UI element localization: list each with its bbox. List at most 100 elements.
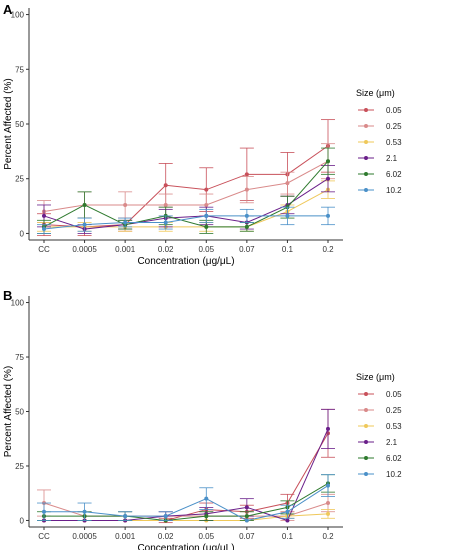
data-point	[244, 514, 249, 519]
legend-title: Size (μm)	[356, 372, 395, 382]
legend-swatch-point	[364, 472, 368, 476]
legend-label: 2.1	[386, 438, 398, 447]
x-tick-label: 0.0005	[72, 245, 97, 254]
legend-label: 0.25	[386, 122, 402, 131]
legend: Size (μm) 0.05 0.25 0.53 2.1 6.02 10.2	[356, 372, 402, 479]
x-tick-label: 0.1	[282, 532, 294, 541]
legend-swatch-point	[364, 408, 368, 412]
data-point	[285, 518, 290, 523]
legend-label: 6.02	[386, 170, 402, 179]
legend-label: 0.53	[386, 422, 402, 431]
legend-label: 0.05	[386, 106, 402, 115]
chart-panel-a: A 0 25 50 75 100 CC 0.0005 0.001 0.02 0.05 0.07 0.1 0…	[3, 2, 402, 267]
data-point	[204, 187, 209, 192]
y-axis-title: Percent Affected (%)	[3, 366, 14, 458]
data-point	[204, 213, 209, 218]
legend-swatch-point	[364, 392, 368, 396]
data-point	[204, 224, 209, 229]
data-point	[326, 176, 330, 181]
data-point	[244, 213, 249, 218]
data-point	[123, 202, 128, 207]
data-point	[42, 213, 46, 218]
series-10-2	[37, 206, 335, 234]
y-tick-label: 25	[15, 462, 24, 471]
data-point	[285, 509, 290, 514]
series-10-2	[37, 474, 335, 523]
x-tick-label: CC	[38, 245, 50, 254]
legend-title: Size (μm)	[356, 88, 395, 98]
data-point	[123, 220, 128, 225]
series-line	[43, 178, 329, 230]
legend-swatch-point	[364, 440, 368, 444]
data-point	[42, 227, 46, 232]
x-axis-title: Concentration (μg/μL)	[137, 543, 234, 550]
x-tick-label: 0.001	[115, 245, 136, 254]
x-tick-label: 0.2	[322, 245, 334, 254]
series-line	[43, 160, 329, 228]
data-point	[244, 187, 249, 192]
x-tick-label: 0.02	[158, 245, 174, 254]
x-tick-label: CC	[38, 532, 50, 541]
data-point	[82, 222, 87, 227]
legend-swatch-point	[364, 456, 368, 460]
legend-label: 10.2	[386, 470, 402, 479]
series-line	[44, 482, 329, 521]
y-tick-label: 75	[15, 353, 24, 362]
data-point	[285, 181, 290, 186]
series-line	[43, 215, 328, 230]
x-tick-label: 0.07	[239, 245, 255, 254]
data-point	[163, 183, 168, 188]
legend-label: 6.02	[386, 454, 402, 463]
legend-label: 10.2	[386, 186, 402, 195]
data-point	[244, 505, 249, 510]
legend-swatch-point	[364, 172, 368, 176]
x-tick-label: 0.2	[322, 532, 334, 541]
series-2-1	[37, 165, 335, 234]
legend: Size (μm) 0.05 0.25 0.53 2.1 6.02 10.2	[356, 88, 402, 195]
panel-label: A	[3, 2, 13, 17]
data-point	[326, 511, 330, 516]
data-point	[244, 518, 249, 523]
series-line	[43, 160, 329, 213]
x-tick-label: 0.001	[115, 532, 136, 541]
legend-swatch-point	[364, 188, 368, 192]
legend-label: 0.25	[386, 406, 402, 415]
x-tick-label: 0.1	[282, 245, 294, 254]
legend-label: 0.05	[386, 390, 402, 399]
panel-label: B	[3, 288, 12, 303]
data-point	[326, 426, 330, 431]
legend-swatch-point	[364, 108, 368, 112]
x-tick-label: 0.05	[198, 532, 214, 541]
y-tick-label: 100	[11, 11, 25, 20]
data-point	[163, 202, 168, 207]
data-point	[326, 501, 330, 506]
data-point	[42, 509, 46, 514]
y-axis-title: Percent Affected (%)	[3, 78, 14, 170]
data-point	[244, 224, 249, 229]
data-point	[82, 202, 87, 207]
data-point	[204, 202, 209, 207]
legend-swatch-point	[364, 140, 368, 144]
data-point	[285, 213, 290, 218]
data-point	[204, 496, 209, 501]
legend-swatch-point	[364, 156, 368, 160]
x-tick-label: 0.0005	[72, 532, 97, 541]
y-tick-label: 0	[20, 229, 25, 238]
data-point	[244, 172, 249, 177]
data-point	[204, 514, 209, 519]
x-axis-title: Concentration (μg/μL)	[137, 256, 234, 267]
data-point	[326, 159, 330, 164]
data-point	[326, 213, 330, 218]
legend-label: 2.1	[386, 154, 398, 163]
series-6-02	[37, 147, 335, 234]
legend-label: 0.53	[386, 138, 402, 147]
y-tick-label: 100	[11, 299, 25, 308]
series-line	[44, 485, 329, 521]
data-point	[163, 220, 168, 225]
legend-swatch-point	[364, 124, 368, 128]
data-point	[163, 514, 168, 519]
y-tick-label: 50	[15, 120, 24, 129]
chart-panel-b: B 0 25 50 75 100 CC 0.0005 0.001 0.02 0.05 0.07 0.1 0…	[3, 288, 402, 550]
y-tick-label: 50	[15, 408, 24, 417]
